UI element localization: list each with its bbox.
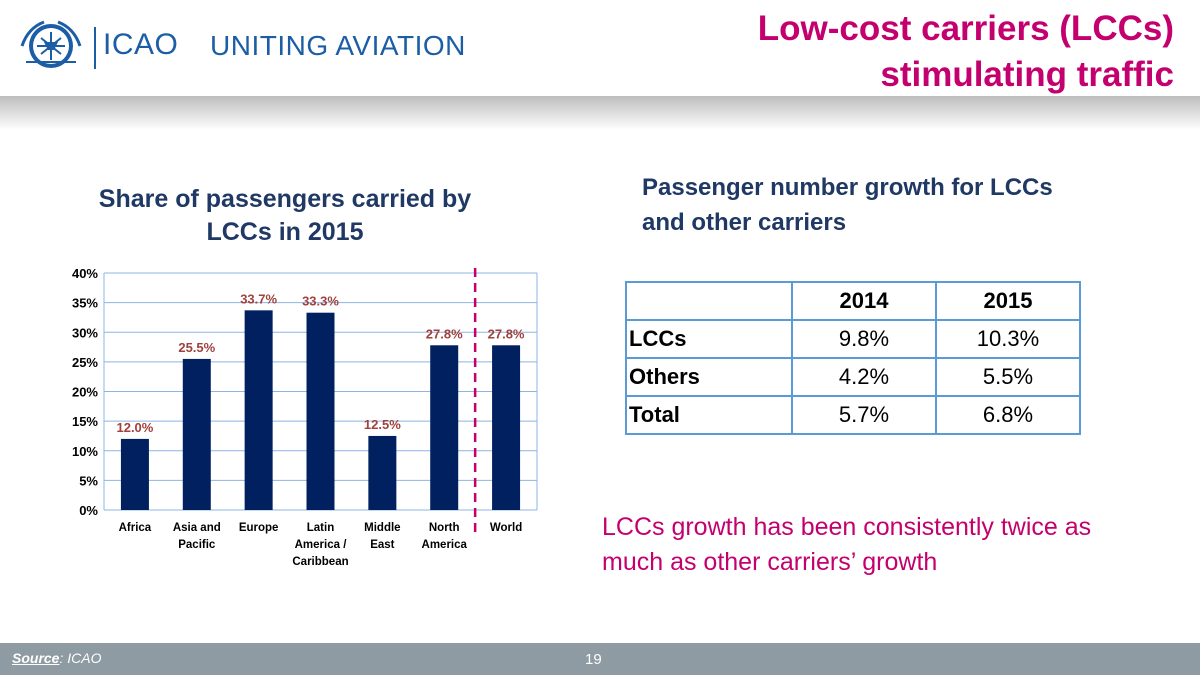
- category-label: Europe: [239, 522, 279, 534]
- data-label: 27.8%: [488, 326, 525, 341]
- category-label: Asia and: [173, 522, 221, 534]
- data-label: 12.5%: [364, 417, 401, 432]
- category-label: Pacific: [178, 539, 216, 551]
- y-tick-label: 30%: [72, 325, 98, 340]
- brand-name: ICAO: [103, 28, 179, 61]
- table-cell: Others: [625, 357, 793, 397]
- chart-title-line2: LCCs in 2015: [206, 218, 364, 246]
- chart-title-line1: Share of passengers carried by: [98, 185, 472, 213]
- y-tick-label: 35%: [72, 296, 98, 311]
- data-label: 33.7%: [240, 291, 277, 306]
- slide-title: Low-cost carriers (LCCs) stimulating tra…: [614, 6, 1174, 98]
- y-tick-label: 0%: [79, 503, 98, 518]
- category-label: America: [422, 539, 468, 551]
- category-label: Latin: [307, 522, 334, 534]
- table-header-cell: 2015: [935, 281, 1081, 321]
- category-label: East: [370, 539, 394, 551]
- header-shadow: [0, 96, 1200, 130]
- table-cell: 9.8%: [791, 319, 937, 359]
- source-value: : ICAO: [59, 650, 102, 666]
- category-label: North: [429, 522, 460, 534]
- chart-title: Share of passengers carried by LCCs in 2…: [60, 183, 510, 249]
- category-label: Caribbean: [292, 556, 348, 568]
- table-cell: 5.7%: [791, 395, 937, 435]
- table-title-line1: Passenger number growth for LCCs: [642, 174, 1053, 201]
- slide-title-line2: stimulating traffic: [880, 55, 1174, 94]
- table-row: Others 4.2% 5.5%: [625, 357, 1081, 397]
- category-label: Africa: [119, 522, 152, 534]
- bar: [182, 358, 211, 510]
- data-label: 12.0%: [116, 420, 153, 435]
- source-credit: Source: ICAO: [12, 650, 101, 666]
- bar: [120, 438, 149, 510]
- header: [0, 0, 1200, 98]
- source-label: Source: [12, 650, 60, 666]
- logo-separator: [94, 27, 96, 69]
- category-label: Middle: [364, 522, 400, 534]
- table-header-cell: 2014: [791, 281, 937, 321]
- category-label: America /: [295, 539, 348, 551]
- y-tick-label: 10%: [72, 444, 98, 459]
- table-cell: 6.8%: [935, 395, 1081, 435]
- table-cell: 5.5%: [935, 357, 1081, 397]
- bar: [430, 345, 459, 510]
- y-tick-label: 5%: [79, 473, 98, 488]
- table-row: LCCs 9.8% 10.3%: [625, 319, 1081, 359]
- bar: [306, 312, 335, 510]
- y-tick-label: 15%: [72, 414, 98, 429]
- table-title-line2: and other carriers: [642, 209, 847, 236]
- bar: [244, 310, 273, 510]
- y-tick-label: 25%: [72, 355, 98, 370]
- bar: [492, 345, 521, 510]
- bar: [368, 435, 397, 510]
- table-header-cell: [625, 281, 793, 321]
- growth-table: 2014 2015 LCCs 9.8% 10.3% Others 4.2% 5.…: [625, 281, 1081, 435]
- table-cell: 4.2%: [791, 357, 937, 397]
- table-cell: 10.3%: [935, 319, 1081, 359]
- growth-note-line1: LCCs growth has been consistently twice …: [602, 513, 1092, 541]
- data-label: 25.5%: [178, 340, 215, 355]
- y-tick-label: 40%: [72, 266, 98, 281]
- table-header-row: 2014 2015: [625, 281, 1081, 321]
- tagline: UNITING AVIATION: [210, 30, 466, 61]
- table-row: Total 5.7% 6.8%: [625, 395, 1081, 435]
- footer-bar: [0, 643, 1200, 675]
- icao-emblem-icon: [20, 20, 82, 68]
- table-cell: Total: [625, 395, 793, 435]
- growth-note-line2: much as other carriers’ growth: [602, 548, 938, 576]
- page-number: 19: [585, 651, 602, 668]
- data-label: 33.3%: [302, 294, 339, 309]
- data-label: 27.8%: [426, 326, 463, 341]
- table-title: Passenger number growth for LCCs and oth…: [642, 170, 1122, 240]
- growth-note: LCCs growth has been consistently twice …: [602, 510, 1162, 580]
- y-tick-label: 20%: [72, 385, 98, 400]
- bar-chart: 0% 5% 10% 15% 20% 25% 30% 35% 40% 12.0% Africa 25.5…: [72, 266, 538, 568]
- category-label: World: [490, 522, 522, 534]
- table-cell: LCCs: [625, 319, 793, 359]
- slide-title-line1: Low-cost carriers (LCCs): [757, 9, 1174, 48]
